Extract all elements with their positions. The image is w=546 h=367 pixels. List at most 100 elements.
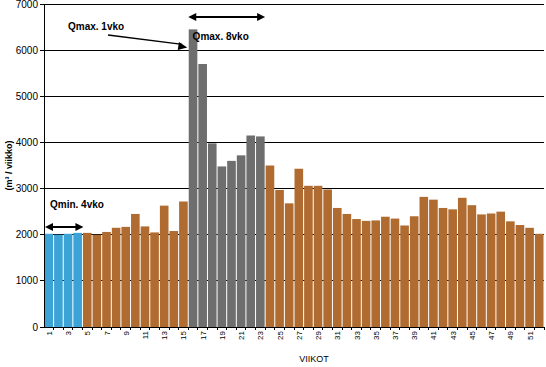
bar bbox=[93, 235, 102, 327]
x-tick bbox=[92, 327, 93, 330]
x-tick bbox=[467, 327, 468, 330]
bar bbox=[439, 208, 448, 327]
bar bbox=[150, 232, 159, 327]
x-tick bbox=[255, 327, 256, 330]
y-tick bbox=[40, 327, 44, 328]
bar bbox=[54, 235, 63, 327]
bar bbox=[237, 155, 246, 327]
bar bbox=[256, 136, 265, 327]
bar bbox=[170, 231, 179, 327]
bar bbox=[83, 233, 92, 327]
annotation: Qmin. 4vko bbox=[50, 199, 104, 210]
x-tick bbox=[534, 327, 535, 330]
bar bbox=[400, 225, 409, 327]
range-arrow bbox=[51, 226, 77, 228]
x-tick-label: 19 bbox=[218, 330, 227, 339]
bar bbox=[102, 232, 111, 327]
bar bbox=[496, 212, 505, 327]
x-tick bbox=[351, 327, 352, 330]
x-tick bbox=[284, 327, 285, 330]
bar bbox=[525, 228, 534, 327]
y-tick bbox=[40, 96, 44, 97]
x-tick bbox=[53, 327, 54, 330]
bar bbox=[487, 213, 496, 327]
bar bbox=[198, 64, 207, 327]
x-tick bbox=[361, 327, 362, 330]
y-axis-label: (m³ / viikko) bbox=[4, 140, 14, 190]
x-tick-label: 11 bbox=[141, 330, 150, 339]
x-tick-label: 13 bbox=[160, 330, 169, 339]
x-tick-label: 27 bbox=[295, 330, 304, 339]
grid-line bbox=[44, 4, 544, 5]
bar bbox=[448, 209, 457, 327]
x-tick bbox=[178, 327, 179, 330]
bar bbox=[468, 205, 477, 327]
range-arrow bbox=[194, 16, 259, 18]
y-tick bbox=[40, 50, 44, 51]
x-tick-label: 21 bbox=[237, 330, 246, 339]
x-tick bbox=[207, 327, 208, 330]
x-tick-label: 7 bbox=[103, 330, 112, 335]
grid-line bbox=[44, 96, 544, 97]
x-tick-label: 1 bbox=[45, 330, 54, 335]
x-tick bbox=[245, 327, 246, 330]
x-tick bbox=[274, 327, 275, 330]
x-tick bbox=[419, 327, 420, 330]
y-tick-label: 6000 bbox=[16, 45, 39, 56]
bar bbox=[391, 219, 400, 327]
x-tick bbox=[72, 327, 73, 330]
x-tick bbox=[294, 327, 295, 330]
y-tick-label: 7000 bbox=[16, 0, 39, 10]
bar bbox=[477, 214, 486, 327]
x-tick-label: 47 bbox=[487, 330, 496, 339]
x-tick bbox=[322, 327, 323, 330]
x-tick bbox=[332, 327, 333, 330]
x-tick-label: 43 bbox=[449, 330, 458, 339]
x-tick-label: 33 bbox=[353, 330, 362, 339]
y-tick-label: 4000 bbox=[16, 137, 39, 148]
x-tick-label: 23 bbox=[256, 330, 265, 339]
x-tick-label: 39 bbox=[410, 330, 419, 339]
bar bbox=[208, 143, 217, 327]
bar bbox=[160, 206, 169, 327]
x-tick bbox=[149, 327, 150, 330]
x-tick bbox=[197, 327, 198, 330]
x-tick bbox=[409, 327, 410, 330]
x-tick bbox=[159, 327, 160, 330]
x-tick bbox=[390, 327, 391, 330]
y-tick-label: 2000 bbox=[16, 229, 39, 240]
bar bbox=[352, 219, 361, 327]
bar bbox=[275, 190, 284, 327]
arrow-head bbox=[75, 223, 83, 231]
x-tick bbox=[486, 327, 487, 330]
arrow-head bbox=[178, 42, 188, 50]
x-tick bbox=[120, 327, 121, 330]
x-tick-label: 37 bbox=[391, 330, 400, 339]
bar bbox=[333, 208, 342, 327]
bar bbox=[420, 197, 429, 327]
x-tick-label: 41 bbox=[429, 330, 438, 339]
x-tick-label: 31 bbox=[333, 330, 342, 339]
x-tick bbox=[226, 327, 227, 330]
x-tick bbox=[130, 327, 131, 330]
bar bbox=[45, 234, 54, 327]
x-tick-label: 9 bbox=[122, 330, 131, 335]
x-tick-label: 49 bbox=[506, 330, 515, 339]
grid-line bbox=[44, 188, 544, 189]
x-tick bbox=[476, 327, 477, 330]
bar bbox=[381, 217, 390, 327]
bar bbox=[131, 214, 140, 327]
bar bbox=[246, 136, 255, 327]
y-tick bbox=[40, 142, 44, 143]
annotation: Qmax. 1vko bbox=[68, 21, 124, 32]
bar bbox=[266, 166, 275, 328]
x-tick-label: 35 bbox=[372, 330, 381, 339]
x-tick-label: 45 bbox=[468, 330, 477, 339]
x-tick bbox=[303, 327, 304, 330]
x-axis-label: VIIKOT bbox=[299, 354, 329, 364]
x-tick bbox=[515, 327, 516, 330]
bar bbox=[112, 228, 121, 327]
y-tick-label: 1000 bbox=[16, 275, 39, 286]
y-tick bbox=[40, 280, 44, 281]
chart: 0100020003000400050006000700013579111315… bbox=[0, 0, 546, 367]
